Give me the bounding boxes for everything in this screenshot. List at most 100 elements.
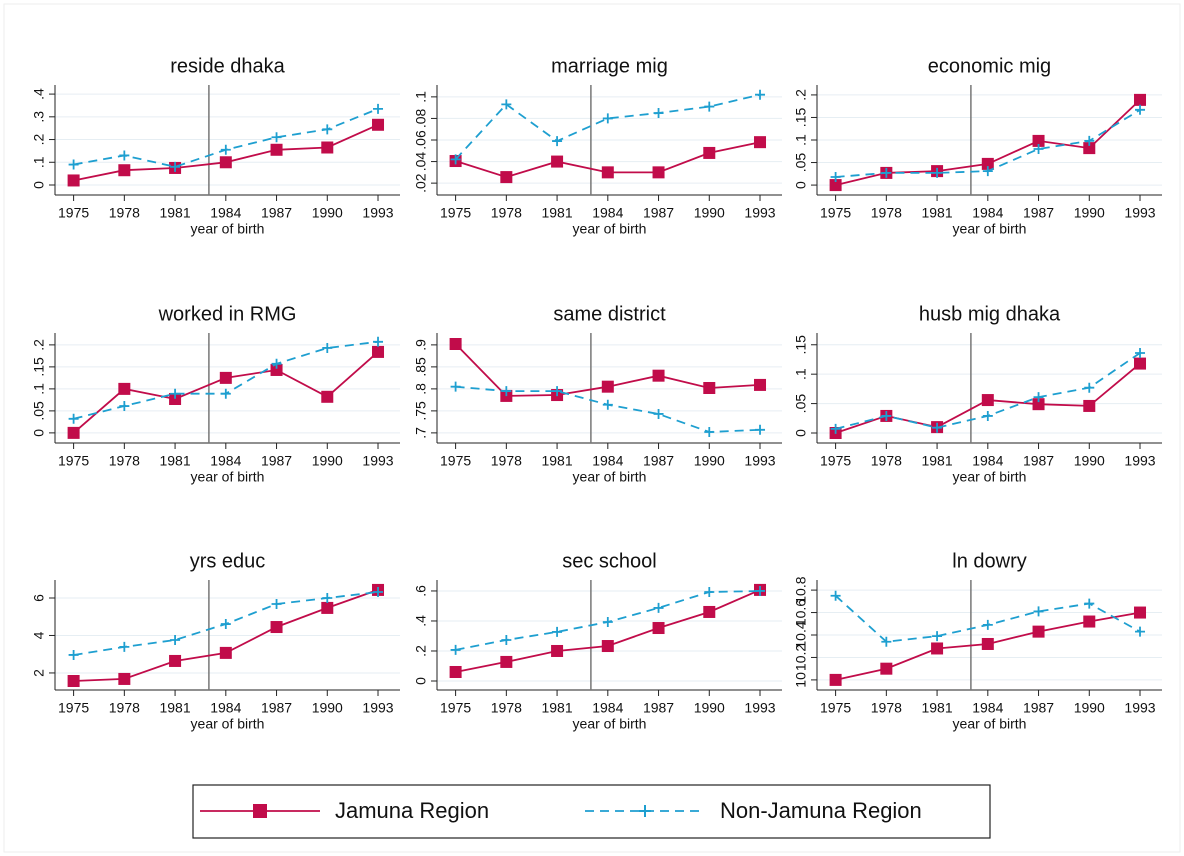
marker: [449, 338, 462, 350]
y-tick-label: .02: [413, 173, 429, 193]
marker: [981, 637, 994, 650]
marker: [322, 124, 333, 135]
x-tick-label: 1975: [820, 205, 851, 221]
x-axis-title: year of birth: [573, 221, 647, 237]
panel-title: economic mig: [928, 55, 1051, 77]
marker: [219, 371, 232, 384]
marker: [755, 424, 766, 435]
marker: [321, 141, 334, 154]
y-tick-label: 10.4: [793, 621, 809, 648]
legend-marker: [639, 805, 651, 817]
panel-title: worked in RMG: [158, 303, 297, 325]
marker: [703, 382, 716, 394]
x-tick-label: 1978: [109, 205, 140, 221]
marker: [501, 386, 512, 397]
marker: [1135, 348, 1146, 358]
y-tick-label: 4: [31, 631, 47, 639]
y-tick-label: .4: [31, 88, 47, 100]
x-tick-label: 1984: [592, 700, 623, 716]
marker: [652, 369, 665, 382]
legend-marker: [253, 804, 267, 818]
marker: [68, 413, 79, 424]
marker: [881, 167, 892, 178]
panel-title: marriage mig: [551, 55, 668, 77]
y-tick-label: 10.8: [793, 576, 809, 603]
x-tick-label: 1987: [1023, 453, 1054, 469]
marker: [501, 635, 512, 646]
x-tick-label: 1981: [541, 700, 572, 716]
x-tick-label: 1987: [643, 205, 674, 221]
marker: [322, 592, 333, 603]
marker: [169, 654, 182, 667]
x-tick-label: 1975: [440, 205, 471, 221]
y-tick-label: .75: [413, 401, 429, 421]
marker: [1033, 606, 1044, 617]
marker: [703, 605, 716, 618]
y-tick-label: 0: [31, 181, 47, 189]
x-tick-label: 1975: [58, 700, 89, 716]
marker: [1084, 382, 1095, 393]
panel-title: reside dhaka: [170, 55, 285, 77]
background: [3, 3, 1181, 853]
marker: [704, 427, 715, 437]
marker: [552, 626, 563, 637]
marker: [373, 336, 384, 347]
marker: [552, 136, 563, 147]
y-tick-label: .8: [413, 383, 429, 395]
marker: [68, 159, 79, 170]
y-tick-label: .04: [413, 152, 429, 172]
marker: [372, 345, 385, 358]
x-tick-label: 1984: [972, 700, 1003, 716]
marker: [271, 358, 282, 369]
x-axis-title: year of birth: [191, 716, 265, 732]
marker: [755, 585, 766, 596]
y-tick-label: .2: [413, 645, 429, 657]
marker: [321, 601, 334, 614]
marker: [220, 144, 231, 155]
y-tick-label: 6: [31, 594, 47, 602]
marker: [704, 101, 715, 112]
marker: [982, 166, 993, 177]
x-tick-label: 1987: [1023, 205, 1054, 221]
marker: [931, 642, 944, 655]
y-tick-label: .1: [31, 156, 47, 168]
marker: [170, 634, 181, 645]
marker: [602, 113, 613, 124]
marker: [119, 150, 130, 161]
marker: [1083, 399, 1096, 412]
x-tick-label: 1993: [744, 453, 775, 469]
marker: [322, 342, 333, 353]
y-tick-label: .05: [31, 401, 47, 421]
marker: [1083, 615, 1096, 628]
x-tick-label: 1993: [362, 700, 393, 716]
marker: [1135, 104, 1146, 115]
marker: [169, 393, 182, 405]
y-tick-label: .9: [413, 339, 429, 351]
marker: [754, 136, 767, 149]
x-tick-label: 1978: [491, 205, 522, 221]
x-tick-label: 1978: [871, 205, 902, 221]
y-tick-label: .1: [413, 91, 429, 103]
marker: [450, 381, 461, 392]
marker: [552, 386, 563, 397]
x-tick-label: 1978: [871, 700, 902, 716]
x-tick-label: 1978: [491, 453, 522, 469]
y-tick-label: 10: [793, 672, 809, 688]
x-tick-label: 1987: [261, 453, 292, 469]
x-tick-label: 1990: [312, 700, 343, 716]
marker: [118, 382, 131, 395]
x-tick-label: 1975: [58, 205, 89, 221]
marker: [270, 621, 283, 634]
x-axis-title: year of birth: [573, 716, 647, 732]
marker: [1032, 134, 1045, 147]
x-tick-label: 1993: [362, 205, 393, 221]
marker: [1134, 93, 1147, 106]
x-tick-label: 1990: [312, 205, 343, 221]
marker: [754, 378, 767, 391]
x-axis-title: year of birth: [953, 221, 1027, 237]
y-tick-label: 0: [793, 181, 809, 189]
y-tick-label: .1: [793, 368, 809, 380]
x-tick-label: 1987: [643, 700, 674, 716]
marker: [932, 631, 943, 642]
y-tick-label: 2: [31, 669, 47, 677]
